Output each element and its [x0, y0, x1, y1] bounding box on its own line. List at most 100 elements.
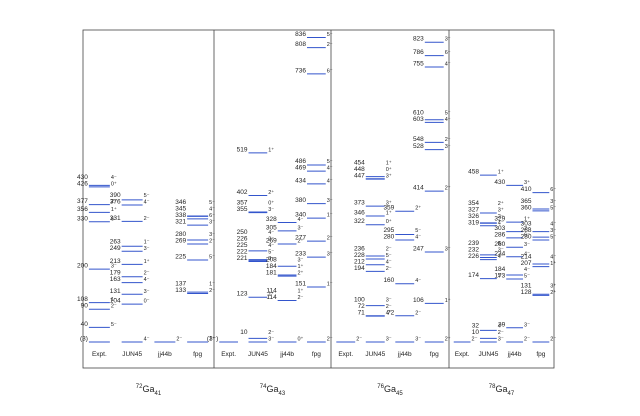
level-energy: 319 — [468, 219, 479, 226]
level-energy: 263 — [110, 238, 121, 245]
level-spin-parity: 0⁺ — [268, 200, 274, 207]
level-energy: 402 — [237, 189, 248, 196]
level-spin-parity: 5⁻ — [445, 110, 451, 116]
level-spin-parity: 2⁻ — [415, 310, 421, 316]
level-spin-parity: 4⁻ — [327, 166, 333, 172]
level-spin-parity: 4⁻ — [144, 200, 150, 206]
level-energy: 430 — [494, 179, 505, 186]
level-energy: 329 — [494, 216, 505, 223]
level-spin-parity: 0⁻ — [144, 299, 150, 305]
level-spin-parity: 3⁻ — [209, 232, 215, 238]
level-energy: 808 — [295, 41, 306, 48]
level-energy: 469 — [295, 165, 306, 172]
level-energy: 10 — [472, 329, 480, 336]
level-spin-parity: 0⁺ — [386, 166, 392, 173]
level-energy: 303 — [521, 221, 532, 228]
level-spin-parity: 3⁺ — [386, 200, 392, 207]
level-energy: 269 — [266, 238, 277, 245]
level-energy: 160 — [383, 277, 394, 284]
level-energy: 72 — [387, 309, 395, 316]
level-energy: 179 — [110, 270, 121, 277]
level-energy: 249 — [110, 245, 121, 252]
level-spin-parity: 2⁻ — [445, 137, 451, 143]
level-energy: 114 — [266, 287, 277, 294]
level-spin-parity: 0⁺ — [297, 336, 303, 343]
level-energy: 346 — [175, 199, 186, 206]
level-spin-parity: 4⁻ — [524, 251, 530, 257]
level-energy: 184 — [266, 263, 277, 270]
level-spin-parity: 1⁺ — [445, 297, 451, 304]
level-spin-parity: 2⁻ — [268, 330, 274, 336]
level-spin-parity: 4⁻ — [550, 255, 556, 261]
level-spin-parity: 6⁻ — [111, 216, 117, 222]
level-spin-parity: 4⁻ — [550, 222, 556, 228]
level-spin-parity: 3⁻ — [327, 198, 333, 204]
level-spin-parity: 3⁻ — [445, 247, 451, 253]
level-energy: 239 — [468, 240, 479, 247]
level-energy: 280 — [175, 231, 186, 238]
nucleus-label: 78Ga47 — [489, 384, 515, 397]
level-energy: 131 — [110, 288, 121, 295]
level-spin-parity: 1⁺ — [524, 216, 530, 223]
level-spin-parity: 5⁻ — [327, 32, 333, 38]
column-label: Expt. — [455, 351, 470, 358]
level-energy: 454 — [354, 160, 365, 167]
level-energy: 286 — [494, 231, 505, 238]
column-label: jj44b — [279, 351, 294, 358]
level-energy: 373 — [354, 200, 365, 207]
level-spin-parity: 1⁻ — [144, 239, 150, 245]
level-spin-parity: 1⁺ — [386, 160, 392, 167]
level-spin-parity: 3⁻ — [144, 289, 150, 295]
level-energy: 528 — [413, 143, 424, 150]
level-spin-parity: 4⁻ — [498, 254, 504, 260]
level-energy: 222 — [237, 248, 248, 255]
level-spin-parity: 4⁻ — [297, 217, 303, 223]
level-spin-parity: 3⁻ — [327, 252, 333, 258]
level-energy: 226 — [468, 253, 479, 260]
level-spin-parity: 5⁻ — [550, 235, 556, 241]
level-spin-parity: 6⁻ — [524, 232, 530, 238]
level-energy: 390 — [110, 192, 121, 199]
level-spin-parity: 4⁻ — [386, 311, 392, 317]
level-energy: 360 — [521, 204, 532, 211]
level-energy: 836 — [295, 31, 306, 38]
level-spin-parity: 1⁻ — [327, 213, 333, 219]
level-spin-parity: 4⁻ — [415, 235, 421, 241]
level-spin-parity: 1⁺ — [111, 206, 117, 213]
level-spin-parity: 3⁻ — [268, 256, 274, 262]
level-spin-parity: 2⁺ — [297, 270, 303, 277]
level-spin-parity: 3⁻ — [209, 220, 215, 226]
level-spin-parity: 2⁻ — [327, 42, 333, 48]
level-spin-parity: 1⁻ — [327, 281, 333, 287]
level-spin-parity: 5⁻ — [209, 200, 215, 206]
level-energy: 163 — [110, 276, 121, 283]
level-energy: 326 — [468, 213, 479, 220]
level-spin-parity: 2⁻ — [498, 214, 504, 220]
level-spin-parity: 1⁻ — [209, 282, 215, 288]
level-spin-parity: 4⁻ — [386, 259, 392, 265]
level-spin-parity: 3⁻ — [498, 337, 504, 343]
level-spin-parity: 3⁻ — [445, 37, 451, 43]
level-energy: 128 — [521, 289, 532, 296]
level-spin-parity: 1⁺ — [144, 258, 150, 265]
level-spin-parity: 3⁻ — [415, 337, 421, 343]
level-spin-parity: 2⁻ — [111, 199, 117, 205]
nucleus-labels: 72Ga41 74Ga43 76Ga45 78Ga47 — [136, 384, 515, 397]
level-spin-parity: 3⁻ — [268, 207, 274, 213]
level-spin-parity: 3⁻ — [498, 248, 504, 254]
level-energy: 225 — [237, 242, 248, 249]
level-spin-parity: 4⁻ — [268, 243, 274, 249]
level-spin-parity: 4⁻ — [415, 278, 421, 284]
level-spin-parity: 2⁺ — [415, 205, 421, 212]
level-spin-parity: 5⁻ — [498, 241, 504, 247]
level-spin-parity: 3⁻ — [268, 337, 274, 343]
level-energy: 208 — [266, 257, 277, 264]
column-label: JUN45 — [248, 351, 268, 358]
level-energy: 232 — [468, 247, 479, 254]
nucleus-label: 74Ga43 — [260, 384, 286, 397]
level-energy: 321 — [175, 219, 186, 226]
level-spin-parity: 2⁺ — [445, 185, 451, 192]
level-energy: 410 — [521, 186, 532, 193]
level-energy: 486 — [295, 158, 306, 165]
